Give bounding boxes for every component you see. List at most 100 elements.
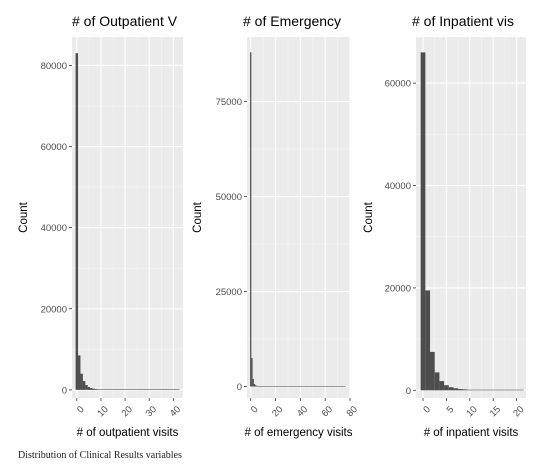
panel-2: 0 25000 50000 75000 0 20 40 60 80 # of emergency … [192,13,360,439]
histogram-bar [307,386,309,387]
histogram-bar [268,386,270,387]
histogram-bar [116,389,120,390]
histogram-bar [267,386,269,387]
histogram-bar [261,386,263,387]
x-tick-label: 5 [445,404,457,416]
x-tick-label: 30 [144,404,159,419]
histogram-bar [150,389,153,390]
histogram-bar [255,385,257,387]
histogram-bar [281,386,283,387]
x-axis-title: # of outpatient visits [77,427,179,439]
histogram-bar [490,389,496,391]
histogram-bar [430,351,435,391]
histogram-bar [448,387,454,391]
histogram-bar [462,389,468,391]
histogram-bar [334,386,336,387]
x-tick-label: 80 [345,404,360,419]
histogram-bar [271,386,273,387]
histogram-bar [329,386,331,387]
histogram-bar [279,386,282,387]
histogram-bar [155,389,158,390]
histogram-bar [90,388,93,390]
histogram-bar [434,372,440,391]
histogram-bar [504,389,510,391]
histogram-bar [294,386,297,387]
histogram-bar [509,389,515,391]
histogram-bar [318,386,320,387]
histogram-bar [296,386,298,387]
histogram-bar [252,379,254,387]
histogram-bar [283,386,285,387]
histogram-bar [340,386,342,387]
histogram-bar [82,380,86,390]
y-tick-label: 0 [62,385,67,396]
histogram-bar [472,389,477,391]
histogram-bar [317,386,319,387]
histogram-bar [288,386,290,387]
histogram-bar [336,386,339,387]
histogram-bar [313,386,315,387]
histogram-bar [458,389,463,391]
histogram-bar [420,52,426,391]
histogram-bar [277,386,279,387]
histogram-bar [106,389,110,390]
x-tick-label: 40 [168,404,183,419]
histogram-bar [167,389,170,390]
panel-background [247,37,350,398]
x-tick-label: 0 [249,404,261,416]
x-tick-label: 20 [270,404,285,419]
histogram-bar [260,386,262,387]
histogram-bar [297,386,299,387]
histogram-bar [160,389,163,390]
histogram-bar [425,290,431,391]
histogram-bar [135,389,139,390]
x-tick-label: 0 [75,404,87,416]
histogram-bar [85,385,88,390]
histogram-bar [328,386,330,387]
histogram-bar [319,386,321,387]
x-tick-label: 0 [421,404,433,416]
histogram-bar [284,386,287,387]
chart-title: # of Emergency [243,13,341,29]
histogram-bar [327,386,329,387]
histogram-bar [258,386,261,387]
x-tick-label: 40 [295,404,310,419]
histogram-bar [286,386,288,387]
histogram-bar [97,389,100,390]
histogram-bar [276,386,278,387]
histogram-bar [309,386,311,387]
y-axis-title: Count [192,201,204,232]
y-tick-label: 50000 [216,192,242,203]
histogram-bar [269,386,272,387]
histogram-bar [262,386,264,387]
histogram-bar [476,389,482,391]
histogram-bar [114,389,117,390]
histogram-bar [87,387,91,390]
histogram-bar [332,386,334,387]
histogram-bar [133,389,136,390]
histogram-bar [251,358,253,387]
y-tick-label: 60000 [385,79,411,90]
histogram-bar [94,389,98,390]
histogram-bar [92,388,95,390]
histogram-bar [330,386,333,387]
histogram-bar [287,386,289,387]
histogram-bar [172,389,175,390]
histogram-bar [123,389,127,390]
histogram-bar [164,389,168,390]
y-tick-label: 25000 [216,287,242,298]
histogram-bar [308,386,310,387]
y-tick-label: 40000 [385,181,411,192]
histogram-bar [176,389,180,390]
y-tick-label: 60000 [41,142,67,153]
histogram-bar [169,389,173,390]
x-tick-label: 15 [488,404,503,419]
histogram-bar [333,386,335,387]
y-tick-label: 0 [406,386,411,397]
x-tick-label: 20 [120,404,135,419]
histogram-bar [305,386,308,387]
histogram-bar [292,386,294,387]
histogram-bar [343,386,345,387]
